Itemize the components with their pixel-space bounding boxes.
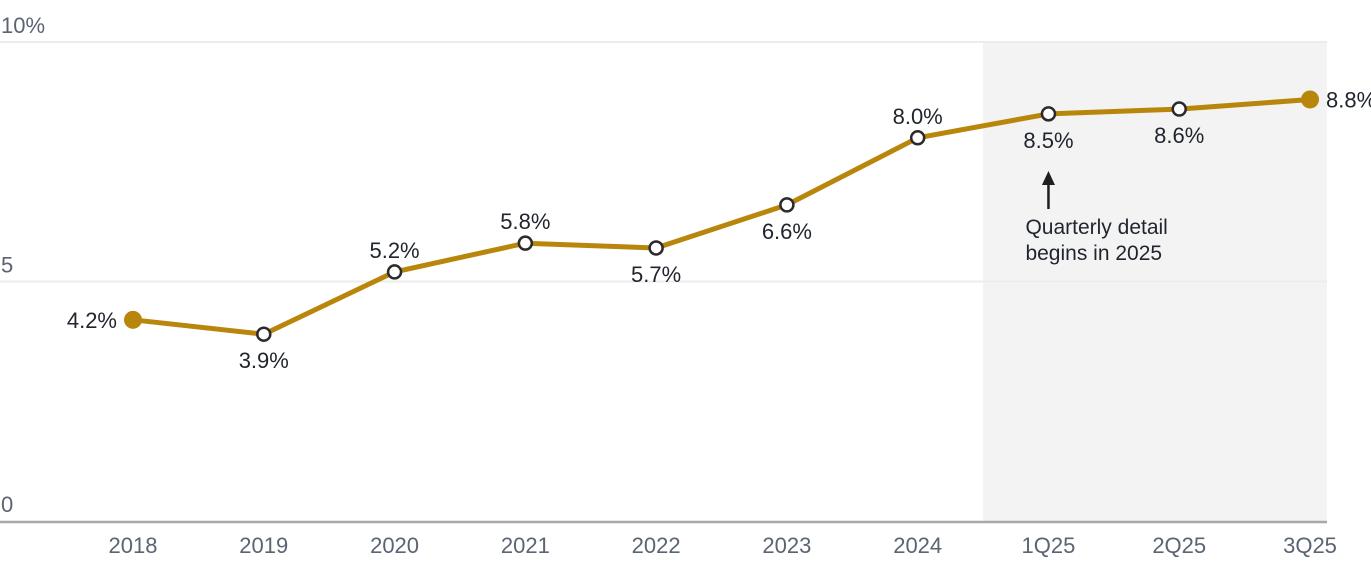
y-axis-labels: 10% 5 0 <box>1 13 45 517</box>
data-point-label: 3.9% <box>239 348 289 373</box>
annotation-line: begins in 2025 <box>1025 242 1162 265</box>
data-point-label: 5.2% <box>369 238 419 263</box>
x-axis-tick-label: 2023 <box>762 533 811 558</box>
x-axis-tick-label: 2024 <box>893 533 942 558</box>
data-labels: 4.2% 3.9% 5.2% 5.8% 5.7% 6.6% 8.0% 8.5% 8.6% 8.8% <box>67 87 1371 373</box>
data-point-label: 8.6% <box>1154 123 1204 148</box>
data-point-marker-open <box>517 235 534 251</box>
data-point-label: 5.7% <box>631 262 681 287</box>
data-point-marker-open <box>909 130 926 146</box>
y-axis-tick-label: 0 <box>1 492 13 517</box>
data-point-label: 8.0% <box>893 104 943 129</box>
data-point-marker-open <box>1171 101 1187 117</box>
data-point-marker-open <box>386 264 403 280</box>
y-axis-tick-label: 5 <box>1 253 13 278</box>
x-axis-tick-label: 2Q25 <box>1152 533 1206 558</box>
data-point-marker-open <box>1040 106 1057 122</box>
up-arrow-icon <box>1041 171 1055 185</box>
data-point-marker-open <box>779 197 795 213</box>
x-axis-tick-label: 1Q25 <box>1022 533 1076 558</box>
x-axis-tick-label: 2021 <box>501 533 550 558</box>
x-axis-tick-label: 3Q25 <box>1283 533 1337 558</box>
x-axis-labels: 2018 2019 2020 2021 2022 2023 2024 1Q25 2Q25 3Q25 <box>109 533 1337 558</box>
annotation: Quarterly detail begins in 2025 <box>1025 171 1168 265</box>
data-point-marker-open <box>256 326 272 342</box>
y-axis-tick-label: 10% <box>1 13 45 38</box>
data-point-label: 5.8% <box>500 209 550 234</box>
x-axis-tick-label: 2019 <box>239 533 288 558</box>
data-point-label: 8.5% <box>1023 128 1073 153</box>
annotation-line: Quarterly detail <box>1025 216 1167 239</box>
data-point-label: 6.6% <box>762 219 812 244</box>
data-point-label: 4.2% <box>67 308 117 333</box>
data-point-marker-filled <box>124 310 142 329</box>
x-axis-tick-label: 2018 <box>109 533 158 558</box>
x-axis-tick-label: 2020 <box>370 533 419 558</box>
series-line <box>130 97 1313 337</box>
gridlines <box>0 41 1327 283</box>
x-axis-tick-label: 2022 <box>632 533 681 558</box>
data-point-label: 8.8% <box>1326 87 1371 112</box>
data-point-marker-filled <box>1301 90 1320 109</box>
data-point-marker-open <box>648 240 664 256</box>
data-point-markers <box>124 90 1320 342</box>
